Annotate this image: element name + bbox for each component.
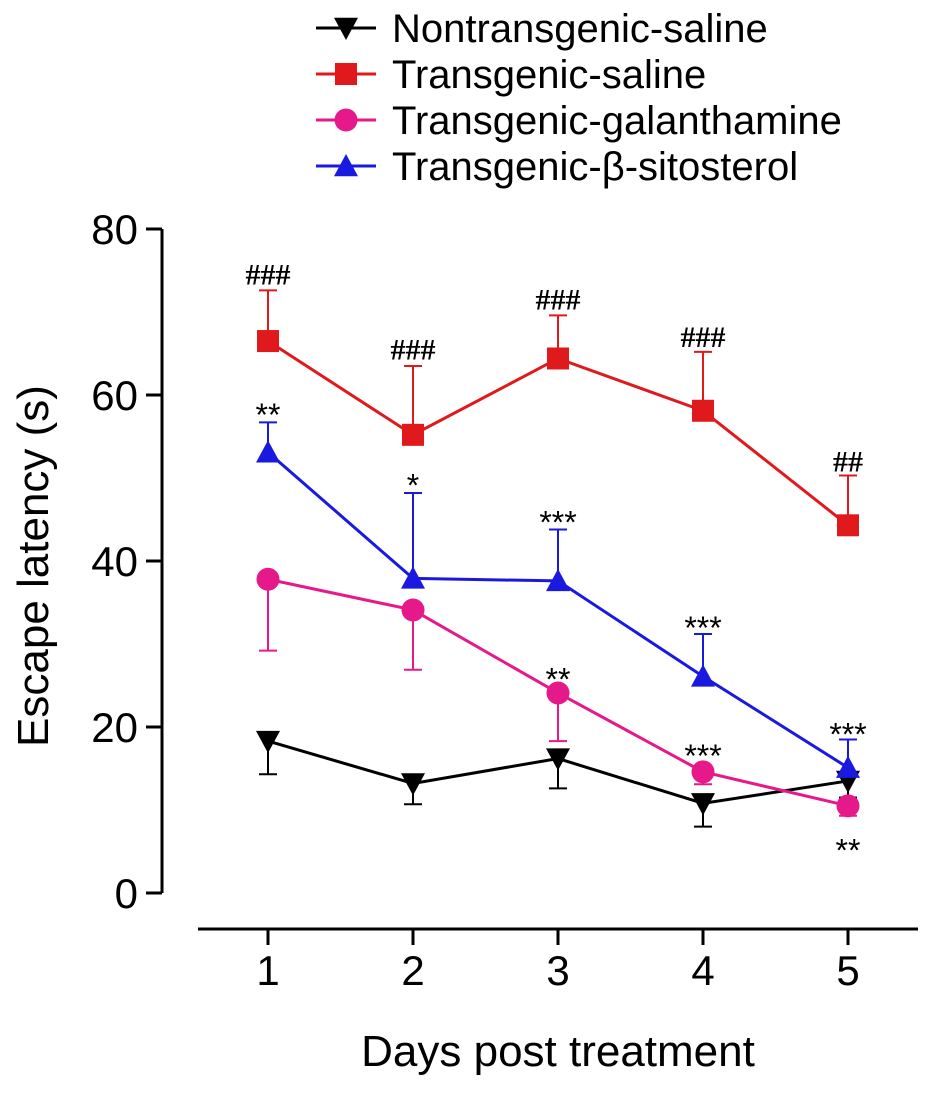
y-tick-label: 20 <box>91 704 138 751</box>
data-point <box>401 773 425 796</box>
significance-star-label: ** <box>836 833 861 869</box>
x-tick-label: 5 <box>836 947 859 994</box>
significance-star-label: *** <box>829 716 866 752</box>
series-1 <box>256 730 860 828</box>
legend-marker <box>334 108 358 132</box>
legend-item: Transgenic-galanthamine <box>316 99 842 143</box>
significance-hash-label: ### <box>391 333 436 366</box>
data-point <box>546 748 570 771</box>
legend-item: Transgenic-saline <box>316 53 706 97</box>
y-tick-label: 0 <box>115 870 138 917</box>
data-point <box>836 794 860 818</box>
data-point <box>837 514 859 537</box>
annotation-layer: ##############******************* <box>246 259 867 869</box>
x-tick-label: 3 <box>546 947 569 994</box>
series-2 <box>257 289 859 537</box>
significance-hash-label: ### <box>681 321 726 354</box>
legend-marker <box>335 63 357 85</box>
y-tick-label: 80 <box>91 206 138 253</box>
data-point <box>836 755 860 778</box>
data-point <box>692 399 714 422</box>
data-point <box>401 566 425 589</box>
data-point <box>546 568 570 592</box>
legend-item: Nontransgenic-saline <box>316 7 768 51</box>
data-point <box>691 793 715 816</box>
series-3 <box>256 567 860 818</box>
significance-star-label: *** <box>684 610 721 646</box>
series-4 <box>256 421 860 778</box>
legend-marker <box>334 154 358 177</box>
y-tick-label: 60 <box>91 372 138 419</box>
legend-label: Transgenic-saline <box>392 53 706 97</box>
x-tick-label: 2 <box>401 947 424 994</box>
x-tick-label: 4 <box>691 947 714 994</box>
significance-hash-label: ## <box>833 445 863 478</box>
significance-star-label: ** <box>256 397 281 433</box>
series-layer <box>256 289 860 828</box>
data-point <box>402 423 424 446</box>
x-axis-title: Days post treatment <box>361 1027 755 1076</box>
significance-star-label: *** <box>539 505 576 541</box>
y-axis-title: Escape latency (s) <box>9 385 58 747</box>
legend-item: Transgenic-β-sitosterol <box>316 145 798 189</box>
data-point <box>256 730 280 754</box>
axes: 0 20 40 60 80 1 2 3 4 5 Days post treatment Escape … <box>9 206 918 1076</box>
significance-star-label: *** <box>684 738 721 774</box>
x-tick-label: 1 <box>256 947 279 994</box>
data-point <box>546 681 570 705</box>
significance-star-label: * <box>407 467 419 503</box>
significance-star-label: ** <box>546 662 571 698</box>
legend-label: Nontransgenic-saline <box>392 7 768 51</box>
legend: Nontransgenic-salineTransgenic-salineTra… <box>316 7 842 189</box>
data-point <box>691 664 715 687</box>
legend-label: Transgenic-β-sitosterol <box>392 145 798 189</box>
significance-hash-label: ### <box>246 259 291 292</box>
legend-marker <box>334 17 358 40</box>
data-point <box>547 347 569 370</box>
data-point <box>401 598 425 622</box>
legend-label: Transgenic-galanthamine <box>392 99 842 143</box>
y-tick-label: 40 <box>91 538 138 585</box>
data-point <box>256 440 280 463</box>
significance-hash-label: ### <box>536 284 581 317</box>
data-point <box>256 567 280 591</box>
data-point <box>691 760 715 784</box>
data-point <box>257 330 279 353</box>
